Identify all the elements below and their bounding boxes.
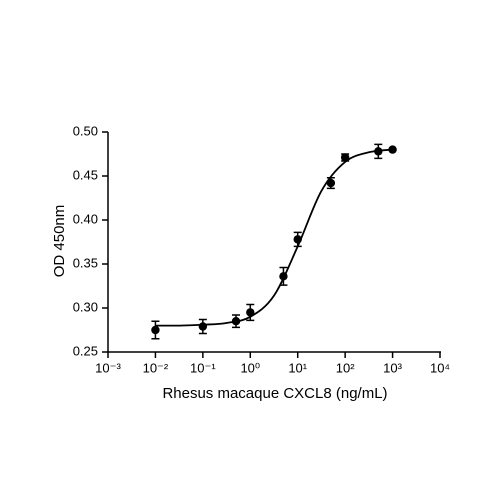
data-point bbox=[151, 325, 160, 335]
x-tick-label: 10⁻³ bbox=[95, 360, 121, 375]
y-tick-label: 0.35 bbox=[73, 255, 98, 270]
x-axis-label: Rhesus macaque CXCL8 (ng/mL) bbox=[162, 385, 387, 402]
y-tick-label: 0.45 bbox=[73, 167, 98, 182]
y-axis-label: OD 450nm bbox=[51, 205, 68, 278]
x-tick-label: 10¹ bbox=[288, 360, 307, 375]
x-tick-label: 10⁴ bbox=[430, 360, 450, 375]
data-point bbox=[198, 322, 208, 331]
x-tick-label: 10⁻² bbox=[143, 360, 169, 375]
y-tick-label: 0.30 bbox=[73, 299, 98, 314]
x-tick-label: 10² bbox=[336, 360, 355, 375]
x-tick-label: 10⁰ bbox=[240, 360, 260, 375]
data-point bbox=[246, 308, 255, 317]
x-tick-label: 10³ bbox=[383, 360, 402, 375]
y-tick-label: 0.50 bbox=[73, 123, 98, 138]
x-tick-label: 10⁻¹ bbox=[190, 360, 216, 375]
fit-curve bbox=[155, 148, 393, 327]
y-tick-label: 0.25 bbox=[73, 343, 98, 358]
y-tick-label: 0.40 bbox=[73, 211, 98, 226]
